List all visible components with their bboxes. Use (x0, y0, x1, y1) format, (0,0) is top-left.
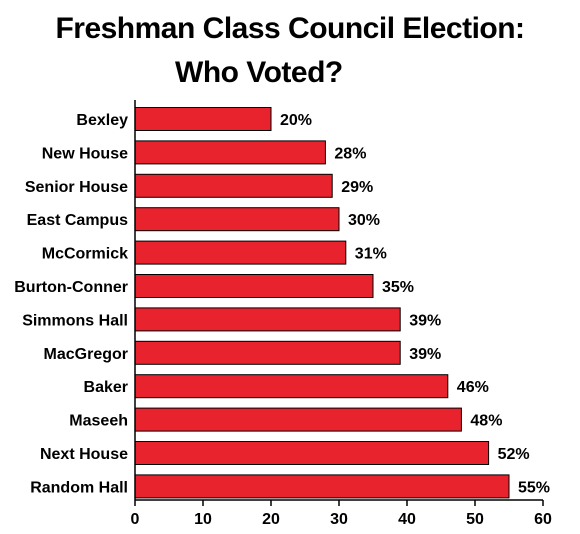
bars-group: Bexley 20% New House 28% Senior House 29% East… (14, 107, 550, 499)
category-label: Maseeh (69, 413, 128, 430)
data-label: 30% (348, 212, 380, 229)
data-label: 20% (280, 112, 312, 129)
chart-title-line-1: Freshman Class Council Election: (55, 12, 525, 45)
category-label: MacGregor (44, 346, 128, 363)
data-label: 31% (355, 246, 387, 263)
category-label: Bexley (76, 112, 128, 129)
x-tick-label: 50 (466, 511, 484, 528)
x-tick-label: 60 (534, 511, 552, 528)
chart-title-line-2: Who Voted? (175, 56, 343, 89)
data-label: 48% (470, 413, 502, 430)
category-label: East Campus (27, 212, 128, 229)
bar (134, 173, 333, 198)
category-label: Senior House (25, 179, 128, 196)
data-label: 28% (334, 145, 366, 162)
bar (134, 207, 340, 232)
bar (134, 374, 449, 399)
x-tick-label: 30 (330, 511, 348, 528)
bar (134, 240, 347, 265)
data-label: 39% (409, 346, 441, 363)
bar (134, 441, 490, 465)
data-label: 46% (457, 379, 489, 396)
x-tick-label: 40 (398, 511, 416, 528)
data-label: 55% (518, 479, 550, 496)
bar (134, 274, 374, 298)
data-label: 35% (382, 279, 414, 296)
bar (134, 107, 272, 131)
data-label: 52% (498, 446, 530, 463)
category-label: Random Hall (30, 479, 128, 496)
bar (134, 474, 510, 499)
category-label: New House (42, 145, 128, 162)
data-label: 39% (409, 312, 441, 329)
category-label: Next House (40, 446, 128, 463)
category-label: Baker (84, 379, 128, 396)
bar (134, 340, 401, 365)
category-label: McCormick (42, 246, 128, 263)
x-tick-label: 20 (262, 511, 280, 528)
bar (134, 307, 401, 332)
x-axis: 0 10 20 30 40 50 60 (131, 100, 552, 528)
category-label: Simmons Hall (22, 312, 128, 329)
data-label: 29% (341, 179, 373, 196)
x-tick-label: 0 (131, 511, 140, 528)
bar (134, 140, 326, 165)
x-tick-label: 10 (194, 511, 212, 528)
bar (134, 407, 462, 432)
category-label: Burton-Conner (14, 279, 128, 296)
